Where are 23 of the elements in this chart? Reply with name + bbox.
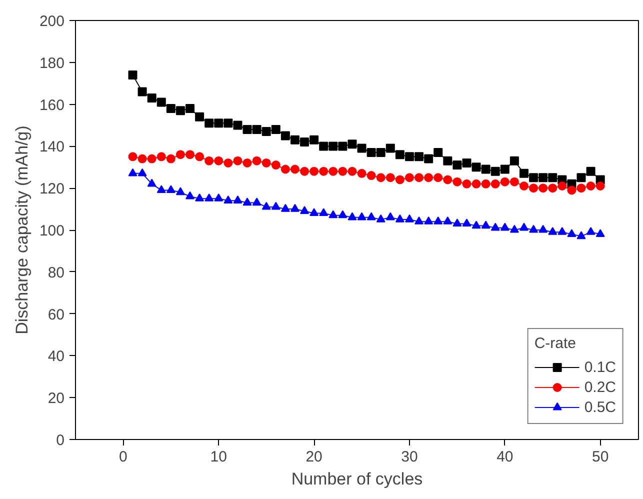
x-tick-label: 0	[119, 448, 128, 466]
y-tick-label: 100	[39, 222, 65, 240]
legend-label: 0.2C	[584, 378, 616, 396]
x-axis-title: Number of cycles	[291, 470, 423, 488]
y-tick-label: 40	[48, 348, 65, 366]
y-tick-label: 120	[39, 180, 65, 198]
y-tick-label: 140	[39, 138, 65, 156]
y-tick-label: 60	[48, 306, 65, 324]
x-tick-label: 40	[496, 448, 514, 466]
y-tick-label: 200	[39, 13, 65, 30]
legend-label: 0.1C	[584, 358, 616, 376]
y-tick-label: 180	[39, 54, 65, 72]
y-tick-label: 20	[48, 390, 65, 408]
x-tick-label: 20	[306, 448, 322, 466]
y-tick-label: 80	[48, 264, 65, 282]
x-tick-label: 50	[592, 448, 609, 466]
x-tick-label: 30	[401, 448, 418, 466]
y-tick-label: 0	[56, 432, 64, 449]
legend-label: 0.5C	[584, 398, 616, 416]
y-tick-label: 160	[39, 96, 65, 114]
x-tick-label: 10	[210, 448, 227, 466]
legend-title: C-rate	[534, 335, 577, 352]
y-axis-title: Discharge capacity (mAh/g)	[12, 126, 32, 334]
